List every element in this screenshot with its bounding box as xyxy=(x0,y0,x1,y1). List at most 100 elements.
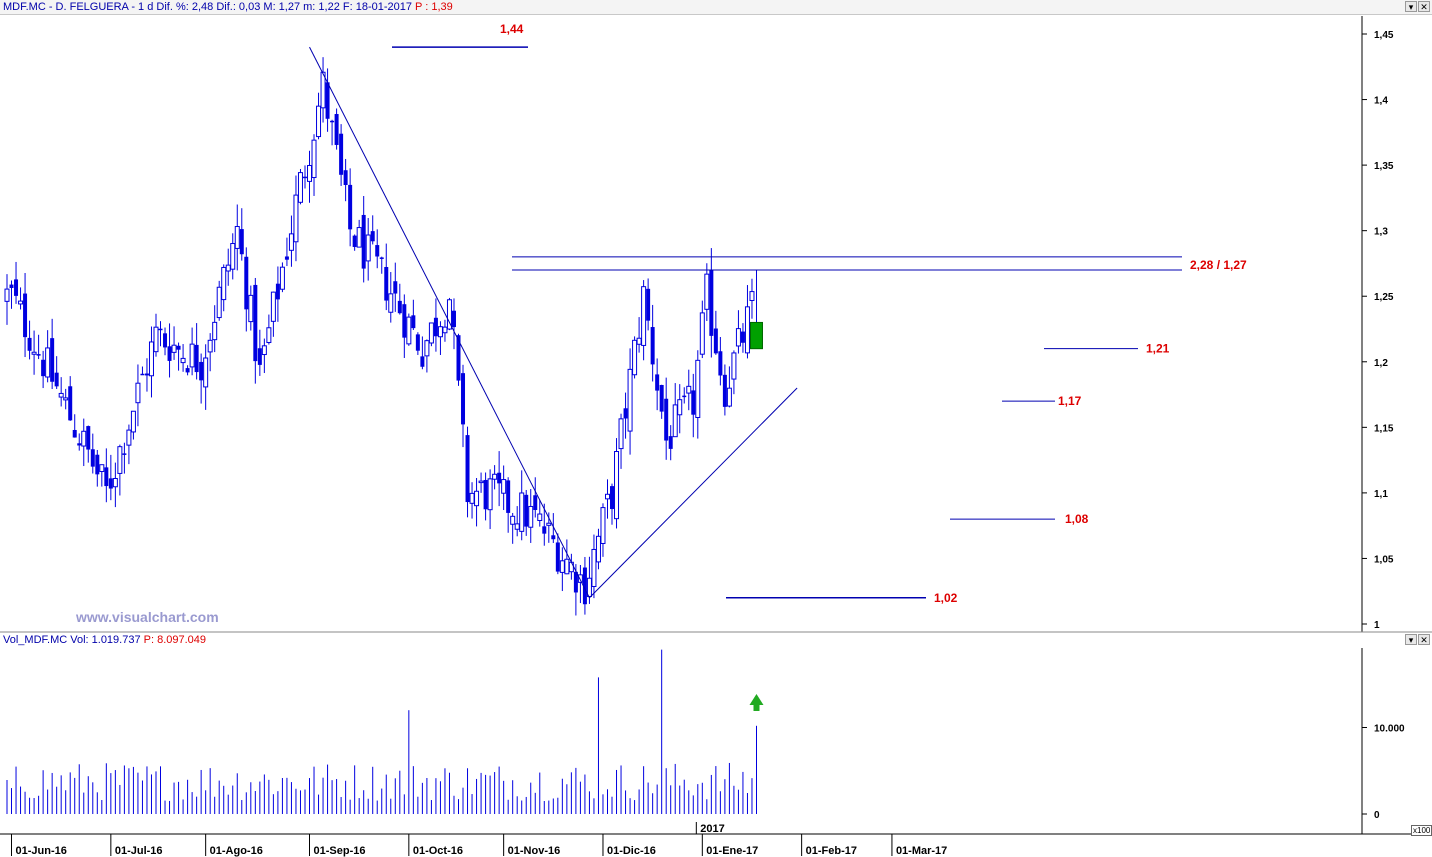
candle-body-bearish xyxy=(709,269,714,336)
candle-body-bullish xyxy=(207,339,213,353)
volume-bars xyxy=(6,649,764,814)
candle-body-bullish xyxy=(311,139,317,179)
candle-body-bearish xyxy=(650,327,655,365)
candle-body-bullish xyxy=(81,430,87,447)
candle-body-bullish xyxy=(604,493,610,500)
x-tick-label: 01-Feb-17 xyxy=(806,845,857,857)
volume-y-tick-label: 10.000 xyxy=(1374,724,1405,735)
candle-body-bullish xyxy=(171,344,177,353)
candle-body-bearish xyxy=(302,176,307,179)
trendline-downtrend xyxy=(309,46,590,599)
close-button[interactable]: ✕ xyxy=(1418,1,1430,12)
candle-body-bearish xyxy=(397,300,402,314)
candle-body-bearish xyxy=(506,480,511,513)
candle-body-bullish xyxy=(153,326,159,353)
candle-body-bullish xyxy=(18,300,24,305)
x-tick-label: 01-Mar-17 xyxy=(896,845,947,857)
annotation-labels: 1,44 2,28 / 1,27 1,21 1,17 1,08 1,02 xyxy=(500,22,1247,605)
candle-body-bearish xyxy=(9,284,14,288)
candle-body-bullish xyxy=(672,404,678,438)
candle-body-bearish xyxy=(646,288,651,321)
candle-body-bearish xyxy=(375,245,380,257)
candle-body-bearish xyxy=(108,478,113,489)
price-y-tick-label: 1,1 xyxy=(1374,489,1388,500)
candle-body-bearish xyxy=(352,235,357,247)
candle-body-bearish xyxy=(691,390,696,415)
candle-body-bearish xyxy=(415,334,420,351)
candle-body-bullish xyxy=(112,477,118,488)
x-tick-label: 01-Sep-16 xyxy=(314,845,366,857)
price-y-tick-label: 1,3 xyxy=(1374,227,1388,238)
candle-body-bullish xyxy=(266,327,272,344)
main-chart-header: MDF.MC - D. FELGUERA - 1 d Dif. %: 2,48 … xyxy=(0,0,1432,15)
candle-body-bearish xyxy=(623,408,628,419)
candle-body-bearish xyxy=(555,542,560,572)
x-tick-label: 01-Ago-16 xyxy=(210,845,263,857)
candle-body-bullish xyxy=(492,473,498,480)
candle-body-bullish xyxy=(537,513,543,522)
candle-body-bullish xyxy=(735,328,741,347)
volume-minimize-button[interactable]: ▾ xyxy=(1405,634,1417,645)
candle-body-bearish xyxy=(163,333,168,348)
candle-body-bearish xyxy=(23,293,28,338)
candle-body-bullish xyxy=(600,507,606,544)
candle-body-bullish xyxy=(726,387,732,407)
candle-body-bearish xyxy=(402,304,407,338)
candle-body-bearish xyxy=(384,266,389,301)
candle-body-bullish xyxy=(320,71,326,109)
candle-body-bearish xyxy=(325,82,330,119)
candle-body-bearish xyxy=(14,279,19,296)
candle-body-bullish xyxy=(180,357,186,364)
candle-body-bearish xyxy=(167,346,172,361)
candle-body-bullish xyxy=(695,359,701,418)
price-y-tick-label: 1,2 xyxy=(1374,358,1388,369)
candle-body-bullish xyxy=(568,561,574,573)
candle-body-bearish xyxy=(185,368,190,373)
candle-body-bullish xyxy=(279,266,285,290)
candle-body-bullish xyxy=(744,306,750,354)
candle-body-bullish xyxy=(225,264,231,272)
candle-body-bullish xyxy=(297,172,303,203)
candle-body-bullish xyxy=(641,286,647,346)
candle-body-bullish xyxy=(442,326,448,334)
candle-body-bullish xyxy=(293,194,299,243)
candle-body-bullish xyxy=(365,234,371,262)
candle-body-bearish xyxy=(27,337,32,351)
candle-body-bullish xyxy=(63,397,69,401)
candle-body-bearish xyxy=(740,331,745,343)
candle-body-bearish xyxy=(551,535,556,540)
candle-body-bearish xyxy=(144,373,149,376)
candle-body-bearish xyxy=(456,335,461,381)
volume-chart-header: Vol_MDF.MC Vol: 1.019.737 P: 8.097.049 ▾… xyxy=(0,633,1432,647)
volume-unit-label: x100 xyxy=(1411,825,1432,836)
candle-body-bullish xyxy=(686,385,692,394)
candle-body-bearish xyxy=(339,133,344,175)
volume-close-button[interactable]: ✕ xyxy=(1418,634,1430,645)
candle-body-bullish xyxy=(501,479,507,494)
candle-body-bullish xyxy=(437,326,443,338)
candle-body-bearish xyxy=(573,571,578,593)
candle-body-bullish xyxy=(126,429,132,446)
minimize-button[interactable]: ▾ xyxy=(1405,1,1417,12)
candle-body-bullish xyxy=(270,291,276,322)
candle-body-bearish xyxy=(343,170,348,186)
candle-body-bearish xyxy=(533,495,538,511)
price-y-tick-label: 1,05 xyxy=(1374,554,1394,565)
candle-body-bullish xyxy=(203,357,209,388)
price-y-tick-label: 1,4 xyxy=(1374,96,1388,107)
candle-body-bearish xyxy=(379,257,384,259)
candle-body-bearish xyxy=(582,567,587,605)
candle-body-bearish xyxy=(542,526,547,534)
volume-y-tick-label: 0 xyxy=(1374,810,1380,821)
axes: 1,45 1,4 1,35 1,3 1,25 1,2 1,15 1,1 1,05 1 10.000 0… xyxy=(11,30,1405,857)
candle-body-bullish xyxy=(99,464,105,472)
price-y-tick-label: 1,35 xyxy=(1374,161,1394,172)
candle-body-bullish xyxy=(261,345,267,356)
candle-body-bearish xyxy=(239,229,244,255)
candle-body-bullish xyxy=(577,574,583,583)
candle-body-bullish xyxy=(636,337,642,345)
volume-chart-p-value: P: 8.097.049 xyxy=(143,634,207,646)
candle-body-bullish xyxy=(627,368,633,432)
candle-body-bearish xyxy=(433,317,438,337)
price-candles xyxy=(4,57,763,616)
